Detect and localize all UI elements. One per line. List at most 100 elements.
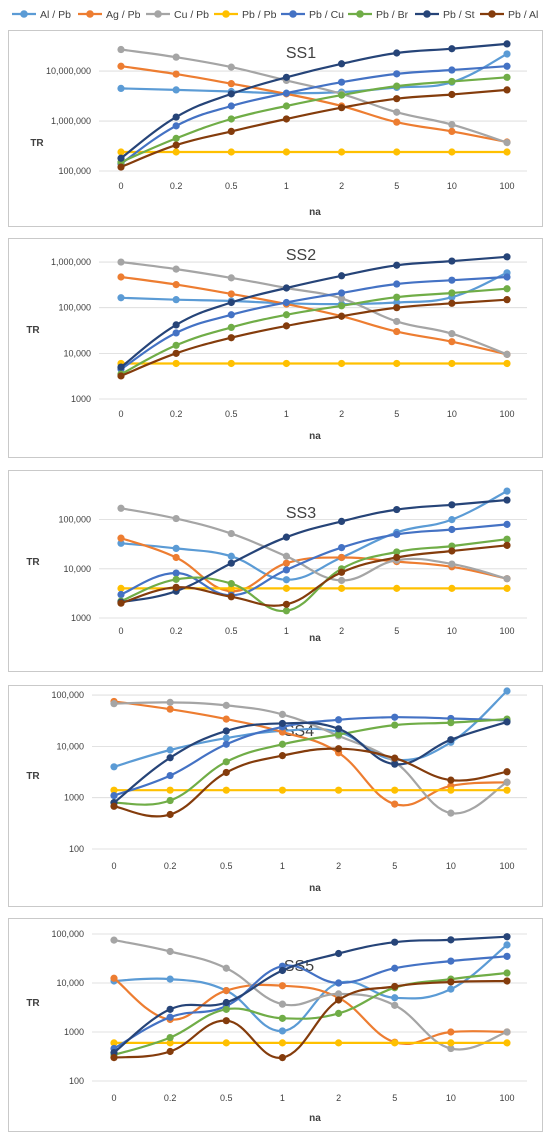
y-tick-label: 10,000: [63, 564, 91, 574]
data-point-al-pb: [503, 687, 511, 695]
series-line-cu-pb: [120, 260, 508, 356]
data-point-pb-al: [447, 776, 455, 784]
data-point-cu-pb: [448, 120, 456, 129]
legend-label: Ag / Pb: [106, 9, 141, 21]
series-line-ag-pb: [120, 537, 508, 593]
data-point-cu-pb: [503, 139, 511, 147]
x-axis-label: na: [309, 883, 321, 894]
data-point-ag-pb: [110, 974, 118, 982]
data-point-pb-al: [172, 141, 180, 149]
data-point-pb-cu: [448, 66, 456, 74]
data-point-cu-pb: [393, 317, 401, 326]
y-axis-label: TR: [26, 771, 40, 782]
data-point-pb-al: [447, 978, 455, 986]
data-point-cu-pb: [503, 350, 511, 358]
data-point-pb-cu: [172, 329, 180, 337]
data-point-ag-pb: [222, 715, 230, 723]
data-point-al-pb: [172, 544, 180, 552]
data-point-pb-pb: [117, 148, 125, 156]
data-point-ag-pb: [447, 1028, 455, 1036]
data-point-cu-pb: [227, 529, 235, 538]
x-tick-label: 0.5: [220, 861, 233, 871]
data-point-pb-st: [448, 257, 456, 265]
data-point-pb-st: [222, 998, 230, 1007]
series-line-pb-br: [120, 538, 508, 612]
y-tick-label: 10,000: [63, 348, 91, 358]
data-point-ag-pb: [166, 705, 174, 713]
data-point-al-pb: [166, 746, 174, 754]
data-point-pb-pb: [222, 786, 230, 794]
data-point-al-pb: [172, 86, 180, 94]
data-point-pb-st: [503, 40, 511, 48]
x-tick-label: 5: [394, 409, 399, 419]
series-line-pb-al: [120, 544, 508, 607]
x-axis-label: na: [309, 207, 321, 218]
data-point-pb-pb: [227, 359, 235, 368]
data-point-ag-pb: [227, 80, 235, 88]
legend-swatch: [78, 10, 102, 18]
data-point-cu-pb: [172, 514, 180, 523]
data-point-pb-al: [337, 104, 346, 112]
y-tick-label: 1,000,000: [51, 116, 91, 126]
data-point-pb-br: [337, 302, 346, 310]
data-point-pb-cu: [503, 952, 511, 960]
y-tick-label: 100: [69, 844, 84, 854]
chart-panel-ss1: SS1 TR na 100,000 1,000,000 10,000,000 0 0.2…: [8, 30, 543, 227]
legend-label: Pb / Pb: [242, 9, 277, 21]
data-point-pb-br: [393, 548, 401, 556]
x-tick-label: 0.5: [225, 409, 238, 419]
y-tick-label: 1000: [71, 394, 91, 404]
data-point-cu-pb: [448, 560, 456, 568]
data-point-pb-br: [448, 542, 456, 550]
data-point-pb-al: [334, 745, 343, 753]
data-point-pb-pb: [448, 359, 456, 368]
data-point-pb-st: [282, 284, 291, 292]
data-point-pb-br: [278, 740, 287, 748]
data-point-cu-pb: [227, 274, 235, 282]
data-point-pb-br: [393, 293, 401, 301]
data-point-pb-cu: [337, 289, 346, 297]
x-axis-label: na: [309, 633, 321, 644]
legend-swatch: [12, 10, 36, 18]
data-point-pb-al: [227, 593, 235, 601]
data-point-cu-pb: [282, 552, 291, 560]
data-point-ag-pb: [337, 553, 346, 562]
data-point-pb-br: [503, 73, 511, 81]
data-point-cu-pb: [448, 330, 456, 338]
data-point-ag-pb: [278, 982, 287, 990]
chart-title: SS1: [286, 45, 316, 62]
data-point-pb-st: [393, 261, 401, 269]
data-point-pb-al: [282, 115, 291, 123]
series-line-pb-al: [113, 979, 508, 1059]
data-point-pb-al: [503, 541, 511, 549]
data-point-pb-st: [227, 298, 235, 307]
x-tick-label: 0.2: [164, 861, 177, 871]
data-point-pb-pb: [393, 359, 401, 368]
data-point-cu-pb: [278, 710, 287, 718]
x-tick-label: 0: [118, 181, 123, 191]
x-tick-label: 1: [284, 181, 289, 191]
chart-legend: Al / Pb Ag / Pb Cu / Pb Pb / Pb Pb / Cu …: [0, 0, 550, 28]
x-tick-label: 2: [339, 409, 344, 419]
data-point-pb-pb: [337, 584, 346, 592]
data-point-pb-cu: [282, 298, 291, 307]
data-point-cu-pb: [391, 1001, 399, 1009]
data-point-cu-pb: [447, 1044, 455, 1053]
series-line-pb-al: [113, 747, 508, 818]
data-point-cu-pb: [393, 108, 401, 116]
data-point-pb-cu: [282, 89, 291, 97]
data-point-cu-pb: [503, 778, 511, 786]
data-point-pb-al: [393, 553, 401, 562]
data-point-pb-al: [227, 334, 235, 342]
data-point-pb-al: [334, 996, 343, 1004]
chart-title: SS2: [286, 247, 316, 264]
chart-panel-ss4: SS4 TR na 100 1000 10,000 100,000 0 0.2 0.5 1 2 5…: [8, 685, 543, 907]
data-point-pb-cu: [447, 957, 455, 965]
data-point-cu-pb: [110, 700, 118, 708]
data-point-pb-br: [172, 134, 180, 142]
data-point-ag-pb: [282, 559, 291, 567]
data-point-cu-pb: [337, 576, 346, 585]
data-point-pb-pb: [393, 584, 401, 592]
data-point-pb-al: [227, 127, 235, 136]
data-point-al-pb: [278, 1027, 287, 1035]
